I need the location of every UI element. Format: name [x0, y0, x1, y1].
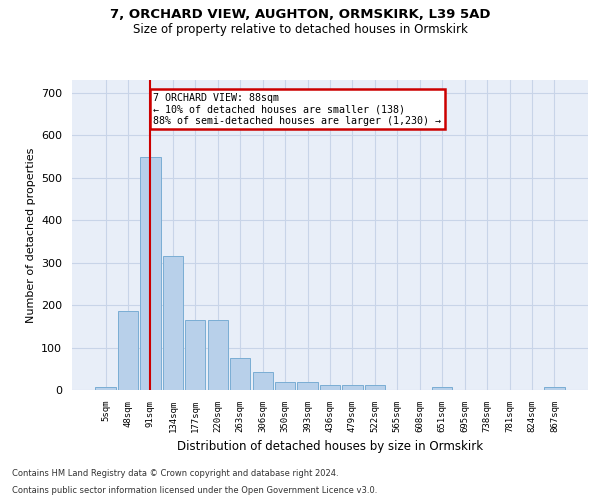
X-axis label: Distribution of detached houses by size in Ormskirk: Distribution of detached houses by size … [177, 440, 483, 454]
Bar [140, 157, 161, 390]
Text: 7, ORCHARD VIEW, AUGHTON, ORMSKIRK, L39 5AD: 7, ORCHARD VIEW, AUGHTON, ORMSKIRK, L39 … [110, 8, 490, 20]
Text: Size of property relative to detached houses in Ormskirk: Size of property relative to detached ho… [133, 22, 467, 36]
Bar [365, 385, 385, 390]
Bar [253, 372, 273, 390]
Bar [320, 385, 340, 390]
Bar [185, 320, 205, 390]
Text: Contains public sector information licensed under the Open Government Licence v3: Contains public sector information licen… [12, 486, 377, 495]
Bar [432, 386, 452, 390]
Bar [275, 382, 295, 390]
Bar [95, 386, 116, 390]
Text: 7 ORCHARD VIEW: 88sqm
← 10% of detached houses are smaller (138)
88% of semi-det: 7 ORCHARD VIEW: 88sqm ← 10% of detached … [153, 92, 441, 126]
Bar [343, 385, 362, 390]
Bar [298, 382, 317, 390]
Bar [544, 386, 565, 390]
Y-axis label: Number of detached properties: Number of detached properties [26, 148, 35, 322]
Bar [208, 320, 228, 390]
Text: Contains HM Land Registry data © Crown copyright and database right 2024.: Contains HM Land Registry data © Crown c… [12, 468, 338, 477]
Bar [163, 256, 183, 390]
Bar [118, 312, 138, 390]
Bar [230, 358, 250, 390]
